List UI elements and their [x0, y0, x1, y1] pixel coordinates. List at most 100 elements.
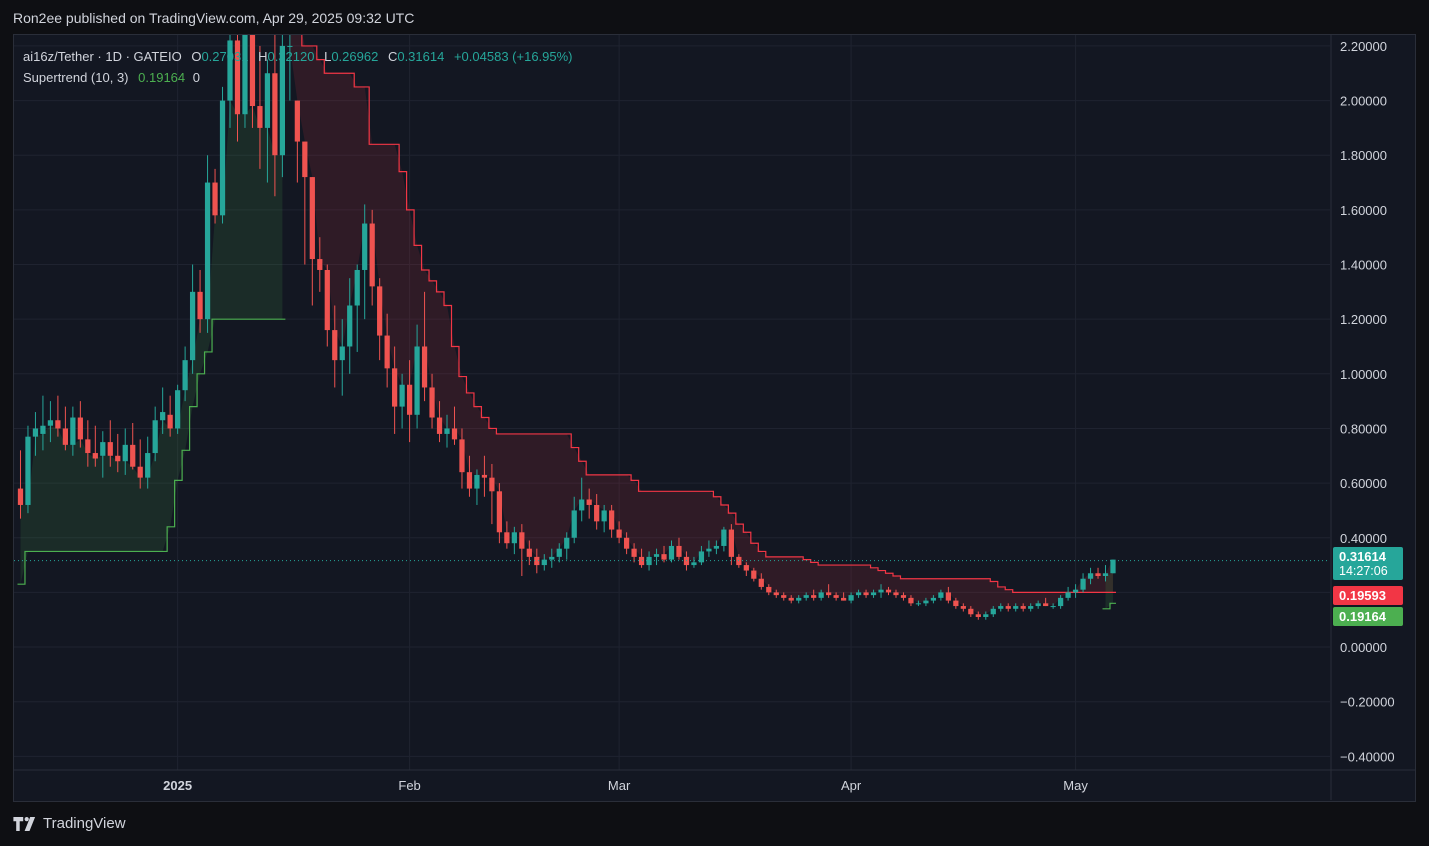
- candle: [1072, 584, 1079, 598]
- candle-body: [661, 554, 667, 560]
- candle-body: [406, 384, 413, 415]
- high-value: 0.32120: [267, 49, 315, 64]
- candle: [152, 406, 158, 462]
- candle: [1043, 597, 1049, 607]
- candle-body: [354, 269, 360, 306]
- y-tick-label: 2.00000: [1340, 94, 1387, 109]
- candle-body: [1035, 603, 1041, 607]
- candle-body: [474, 474, 480, 489]
- candle-body: [167, 414, 173, 429]
- candle-body: [586, 499, 592, 505]
- close-value: 0.31614: [397, 49, 445, 64]
- candle: [406, 360, 413, 443]
- candle-body: [85, 439, 91, 454]
- candle-body: [773, 592, 779, 596]
- candle: [197, 269, 203, 333]
- candle: [848, 592, 854, 604]
- candle-body: [130, 444, 136, 467]
- candle-body: [638, 556, 645, 566]
- y-tick-label: 0.40000: [1340, 531, 1387, 546]
- candle-body: [429, 387, 435, 418]
- candle: [145, 436, 151, 489]
- candle-body: [1065, 592, 1071, 598]
- candle: [601, 504, 607, 533]
- candle: [17, 450, 24, 519]
- candle-body: [459, 439, 465, 473]
- candle: [1050, 603, 1056, 609]
- candle: [923, 597, 929, 607]
- candle-body: [990, 608, 996, 615]
- candle: [100, 431, 106, 478]
- candle: [279, 35, 286, 178]
- candle-body: [362, 223, 368, 270]
- candle: [272, 35, 278, 197]
- candle-body: [122, 444, 128, 462]
- candle: [549, 548, 555, 568]
- candle-body: [945, 592, 951, 601]
- candle-body: [556, 548, 562, 557]
- close-label: C: [387, 49, 398, 64]
- candle: [167, 395, 173, 437]
- candle: [339, 319, 345, 396]
- candle: [32, 412, 39, 456]
- chart-legend: ai16z/Tether · 1D · GATEIO O0.27031 H0.3…: [23, 46, 573, 88]
- candle: [362, 204, 368, 320]
- candle: [646, 551, 652, 571]
- candle: [811, 589, 817, 601]
- candle: [234, 35, 241, 142]
- candle: [743, 562, 749, 577]
- candle: [92, 425, 98, 467]
- last-price-value: 0.31614: [1339, 549, 1386, 564]
- candle-body: [721, 529, 727, 546]
- candle-body: [1050, 606, 1056, 608]
- candle-body: [743, 565, 749, 571]
- candle: [870, 589, 877, 598]
- candle-body: [826, 592, 832, 596]
- candle: [1080, 573, 1086, 593]
- candle-body: [317, 259, 323, 270]
- candle-body: [616, 529, 622, 538]
- candle: [885, 586, 892, 596]
- candle-body: [594, 504, 600, 522]
- candle: [287, 35, 293, 101]
- candle: [968, 606, 974, 617]
- chart-frame[interactable]: [13, 34, 1416, 802]
- candle: [70, 406, 76, 456]
- candle-body: [466, 472, 473, 489]
- candle-body: [279, 45, 286, 156]
- candle: [900, 592, 907, 601]
- candle-body: [115, 455, 121, 462]
- candle: [728, 524, 734, 566]
- candle-body: [728, 529, 734, 557]
- high-label: H: [258, 49, 268, 64]
- candle: [189, 264, 196, 374]
- candle: [107, 420, 113, 467]
- candle-body: [324, 269, 330, 331]
- candle: [1028, 603, 1034, 612]
- y-tick-label: 2.20000: [1340, 39, 1387, 54]
- candle-body: [77, 417, 83, 440]
- candle: [1013, 603, 1019, 612]
- indicator-row[interactable]: Supertrend (10, 3) 0.19164 0: [23, 67, 573, 88]
- candle: [47, 401, 54, 443]
- candle: [983, 611, 989, 620]
- supertrend-up-fill: [1105, 573, 1113, 609]
- candle: [257, 45, 263, 169]
- candle-body: [766, 586, 772, 593]
- candle-body: [414, 346, 420, 415]
- candle-body: [152, 420, 158, 454]
- candle-body: [249, 35, 256, 107]
- tradingview-footer[interactable]: TradingView: [13, 815, 126, 832]
- candle-body: [975, 614, 981, 617]
- candle: [938, 589, 944, 601]
- candle: [698, 545, 705, 566]
- indicator-value: 0.19164: [138, 70, 186, 85]
- candle-body: [706, 548, 712, 552]
- supertrend-lines: [17, 35, 1116, 610]
- supertrend-up-line: [17, 318, 286, 585]
- last-price-tag: 0.31614 14:27:06: [1333, 547, 1403, 580]
- candle: [249, 35, 256, 128]
- candle: [691, 556, 697, 568]
- candle: [137, 439, 143, 489]
